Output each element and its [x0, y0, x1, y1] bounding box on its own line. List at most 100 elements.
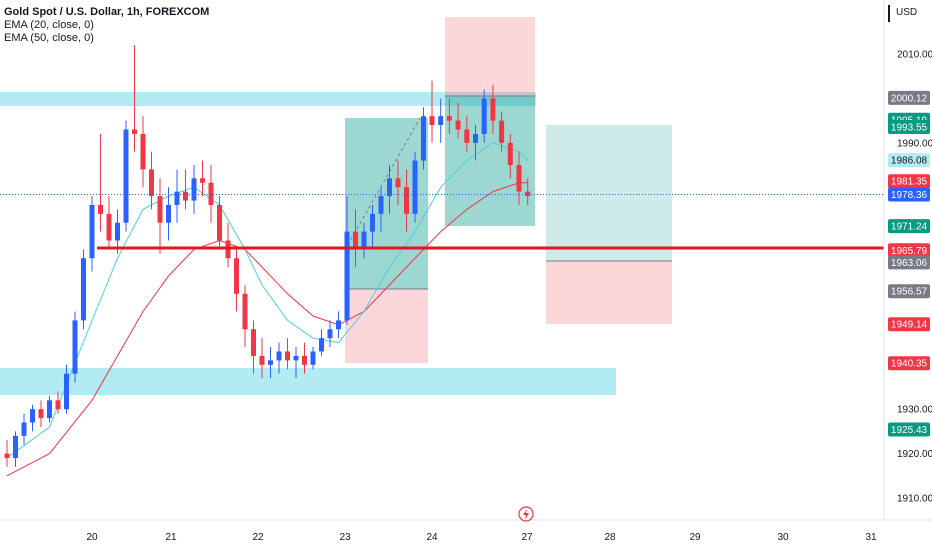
candle-body	[47, 400, 52, 419]
price-tag-label: 1940.35	[891, 359, 928, 370]
price-tag[interactable]: 1963.06	[888, 255, 930, 270]
candle[interactable]	[327, 320, 333, 348]
candles	[4, 45, 531, 467]
candle[interactable]	[30, 404, 35, 432]
candle-body	[13, 435, 18, 459]
candle-body	[421, 116, 426, 161]
candle[interactable]	[464, 116, 470, 152]
price-axis[interactable]: USD 2010.00 1990.00 1930.00 1920.00 1910.00 2…	[883, 0, 932, 520]
candle[interactable]	[319, 329, 324, 356]
candle[interactable]	[98, 133, 103, 232]
price-tag[interactable]: 1986.08	[888, 153, 930, 168]
candle[interactable]	[507, 133, 513, 179]
candle[interactable]	[242, 284, 248, 348]
candle[interactable]	[446, 98, 452, 134]
candle[interactable]	[217, 196, 222, 250]
support-zone[interactable]	[0, 368, 616, 395]
price-tag[interactable]: 1949.14	[888, 317, 930, 332]
candle[interactable]	[106, 196, 112, 250]
candle[interactable]	[166, 187, 171, 241]
candle[interactable]	[38, 400, 44, 427]
chart-legend[interactable]: Gold Spot / U.S. Dollar, 1h, FOREXCOM EM…	[4, 6, 209, 45]
candle[interactable]	[276, 342, 282, 374]
candle-body	[293, 355, 299, 361]
candle[interactable]	[259, 338, 265, 379]
position-1-stop[interactable]	[345, 289, 428, 363]
candle[interactable]	[64, 364, 69, 414]
price-tag-label: 1925.43	[891, 425, 928, 436]
price-tag[interactable]: 1971.24	[888, 219, 930, 234]
candle[interactable]	[89, 196, 95, 272]
lightning-icon[interactable]	[518, 506, 534, 522]
candle-body	[429, 116, 435, 126]
candle[interactable]	[268, 347, 273, 379]
position-2-target[interactable]	[445, 96, 535, 226]
candle[interactable]	[157, 178, 163, 254]
candle[interactable]	[4, 440, 10, 467]
candle[interactable]	[525, 178, 531, 205]
candle[interactable]	[429, 80, 435, 143]
candle[interactable]	[200, 160, 205, 197]
candle[interactable]	[361, 222, 367, 259]
candle[interactable]	[47, 395, 52, 423]
candle[interactable]	[473, 125, 478, 161]
position-2-stop[interactable]	[445, 17, 535, 96]
candle[interactable]	[183, 169, 188, 210]
position-3-target[interactable]	[546, 125, 672, 261]
candle-body	[89, 204, 95, 259]
candle-body	[395, 178, 401, 188]
candle[interactable]	[225, 222, 231, 268]
candle[interactable]	[55, 391, 61, 414]
candle[interactable]	[13, 431, 18, 467]
candle[interactable]	[455, 102, 461, 139]
candle[interactable]	[293, 347, 299, 379]
candle[interactable]	[490, 85, 496, 134]
candle[interactable]	[81, 249, 86, 330]
price-tag[interactable]: 1940.35	[888, 356, 930, 371]
candle[interactable]	[21, 413, 27, 445]
candle[interactable]	[336, 311, 341, 339]
candle[interactable]	[149, 151, 154, 210]
candle[interactable]	[285, 338, 290, 370]
candle[interactable]	[404, 169, 409, 232]
candle[interactable]	[353, 209, 358, 268]
ema20-legend[interactable]: EMA (20, close, 0)	[4, 19, 94, 31]
candle[interactable]	[344, 196, 350, 325]
candle[interactable]	[115, 209, 120, 254]
candle[interactable]	[370, 204, 375, 250]
candle[interactable]	[123, 120, 129, 232]
candle[interactable]	[302, 342, 307, 374]
candle[interactable]	[438, 98, 444, 143]
price-tag[interactable]: 2000.12	[888, 90, 930, 105]
candle[interactable]	[395, 160, 401, 205]
candle-body	[361, 231, 367, 250]
price-tag[interactable]: 1965.79	[888, 243, 930, 258]
candle[interactable]	[251, 320, 256, 374]
candle[interactable]	[72, 311, 78, 383]
candle[interactable]	[234, 249, 239, 312]
candle[interactable]	[516, 151, 522, 205]
price-tag[interactable]: 1956.57	[888, 284, 930, 299]
candle[interactable]	[421, 107, 426, 170]
price-tag[interactable]: 1925.43	[888, 422, 930, 437]
time-axis[interactable]: 20 21 22 23 24 27 28 29 30 31	[0, 519, 932, 543]
price-tag[interactable]: 1978.36	[888, 187, 930, 202]
candle[interactable]	[412, 151, 418, 223]
candle[interactable]	[132, 45, 137, 152]
candle[interactable]	[191, 165, 197, 214]
candle[interactable]	[387, 165, 392, 214]
price-tag[interactable]: 1981.35	[888, 174, 930, 189]
ema50-legend[interactable]: EMA (50, close, 0)	[4, 32, 94, 44]
candle[interactable]	[481, 89, 487, 143]
candle[interactable]	[174, 169, 180, 223]
price-tag-label: 1956.57	[891, 287, 928, 298]
price-tag[interactable]: 1993.55	[888, 120, 930, 135]
candle[interactable]	[499, 111, 505, 152]
position-3-stop[interactable]	[546, 261, 672, 324]
candle[interactable]	[310, 347, 316, 370]
price-tag-label: 1971.24	[891, 222, 928, 233]
candle[interactable]	[208, 165, 214, 223]
symbol-title[interactable]: Gold Spot / U.S. Dollar, 1h, FOREXCOM	[4, 6, 210, 18]
candle[interactable]	[140, 116, 146, 188]
